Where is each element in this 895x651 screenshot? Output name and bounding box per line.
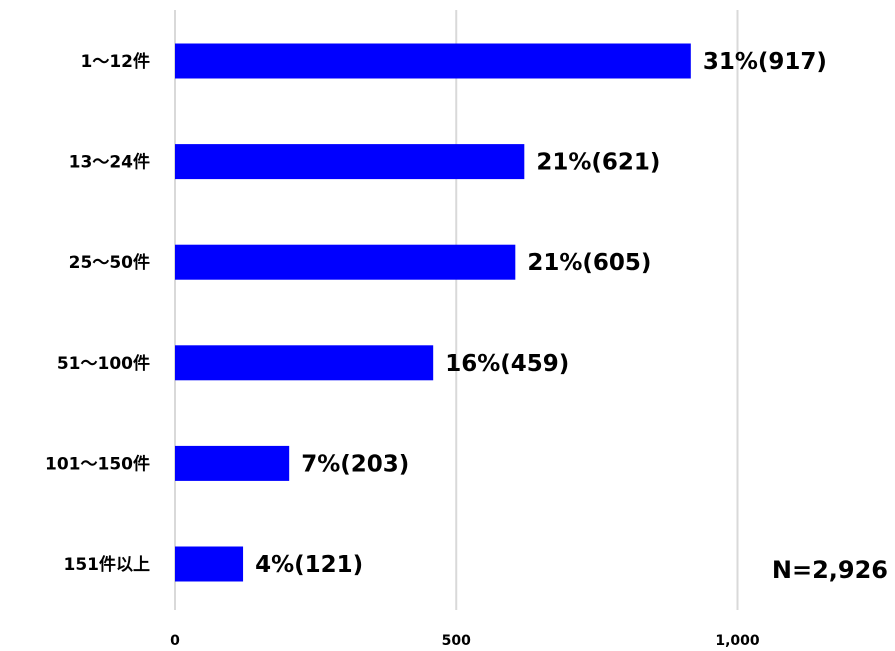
bar-3 bbox=[175, 345, 434, 381]
data-label-4: 7%(203) bbox=[301, 451, 409, 477]
data-label-3: 16%(459) bbox=[445, 351, 569, 377]
data-labels: 31%(917) 21%(621) 21%(605) 16%(459) 7%(203) 4… bbox=[255, 49, 827, 578]
data-label-0: 31%(917) bbox=[703, 49, 827, 75]
x-axis-tick-labels: 0 500 1,000 bbox=[170, 633, 760, 649]
x-tick-label-0: 0 bbox=[170, 633, 180, 649]
x-tick-label-2: 1,000 bbox=[715, 633, 760, 649]
bar-0 bbox=[175, 43, 691, 79]
category-label-3: 51～100件 bbox=[57, 353, 150, 374]
data-label-5: 4%(121) bbox=[255, 552, 363, 578]
x-tick-label-1: 500 bbox=[442, 633, 471, 649]
category-label-5: 151件以上 bbox=[64, 554, 151, 575]
category-label-1: 13～24件 bbox=[69, 152, 150, 173]
data-label-2: 21%(605) bbox=[527, 250, 651, 276]
bar-5 bbox=[175, 546, 244, 582]
bar-2 bbox=[175, 244, 516, 280]
category-label-0: 1～12件 bbox=[81, 51, 151, 72]
bar-1 bbox=[175, 144, 525, 180]
category-labels: 1～12件 13～24件 25～50件 51～100件 101～150件 151件以上 bbox=[45, 51, 150, 575]
sample-size-annotation: N=2,926 bbox=[772, 556, 888, 584]
gridlines bbox=[174, 10, 739, 610]
category-label-2: 25～50件 bbox=[69, 252, 150, 273]
bar-4 bbox=[175, 445, 290, 481]
bars bbox=[175, 43, 691, 582]
category-label-4: 101～150件 bbox=[45, 453, 150, 474]
data-label-1: 21%(621) bbox=[536, 150, 660, 176]
